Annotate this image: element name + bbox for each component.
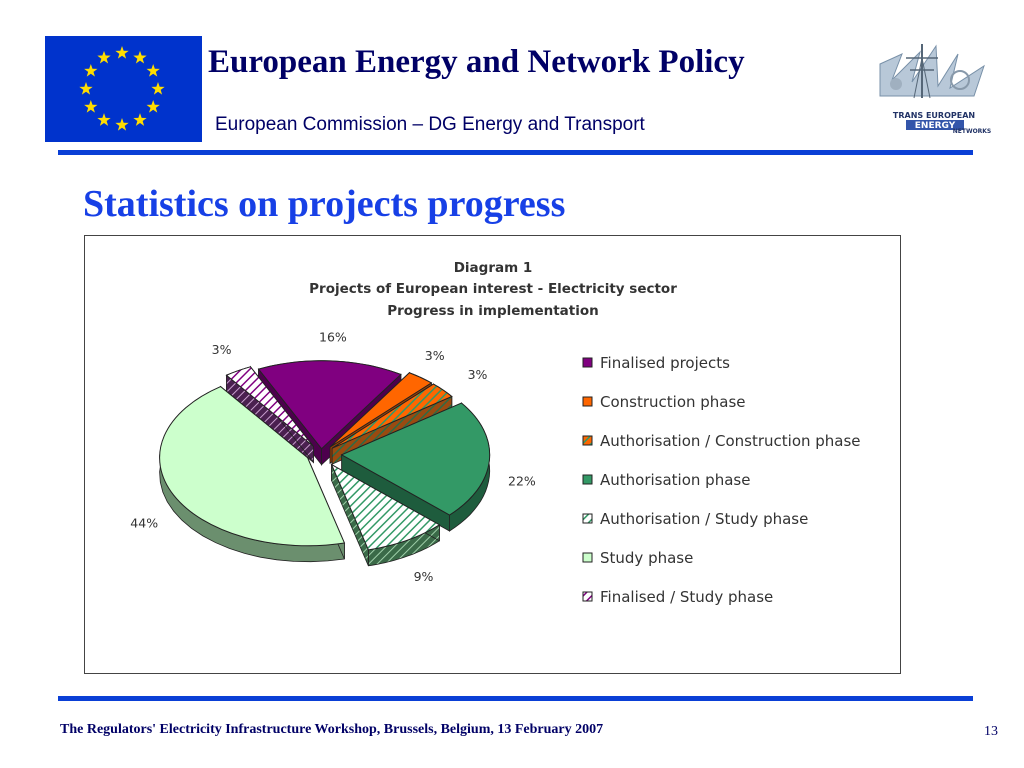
pie-slice	[340, 402, 491, 516]
legend-label: Study phase	[600, 549, 693, 567]
logo-text-line1: TRANS EUROPEAN	[893, 111, 975, 120]
chart-title-line-2: Projects of European interest - Electric…	[309, 281, 677, 297]
eu-star-icon	[151, 82, 165, 95]
eu-star-icon	[97, 113, 111, 126]
header-divider	[58, 150, 973, 155]
pie-slice	[330, 463, 441, 551]
footer-divider	[58, 696, 973, 701]
pie-slice	[329, 372, 433, 448]
eu-star-icon	[133, 113, 147, 126]
header-title: European Energy and Network Policy	[208, 44, 745, 80]
footer-text: The Regulators' Electricity Infrastructu…	[60, 722, 604, 737]
pie-slice	[331, 383, 453, 449]
legend-label: Authorisation phase	[600, 471, 750, 489]
eu-star-icon	[79, 82, 93, 95]
legend-swatch	[582, 435, 593, 446]
pie-slice	[257, 360, 402, 450]
eu-star-icon	[115, 118, 129, 131]
legend-label: Finalised projects	[600, 354, 730, 372]
pie-chart: Diagram 1 Projects of European interest …	[130, 260, 861, 606]
eu-stars-icon	[79, 46, 165, 131]
chart-title-line-3: Progress in implementation	[387, 303, 599, 319]
legend-swatch	[582, 396, 593, 407]
legend-swatch	[582, 591, 593, 602]
ten-energy-logo: TRANS EUROPEAN ENERGY NETWORKS	[879, 44, 992, 135]
eu-star-icon	[115, 46, 129, 59]
slice-data-label: 3%	[212, 342, 232, 357]
chart-title-line-1: Diagram 1	[454, 260, 533, 276]
legend-swatch	[582, 474, 593, 485]
pie-slice	[225, 366, 314, 447]
slice-data-label: 44%	[130, 516, 158, 531]
legend-label: Authorisation / Study phase	[600, 510, 808, 528]
legend-label: Construction phase	[600, 393, 746, 411]
legend-label: Finalised / Study phase	[600, 588, 773, 606]
eu-star-icon	[84, 100, 98, 113]
slice-data-label: 16%	[319, 330, 347, 345]
eu-star-icon	[133, 50, 147, 64]
slice-data-label: 3%	[425, 348, 445, 363]
eu-star-icon	[146, 100, 160, 113]
legend-label: Authorisation / Construction phase	[600, 432, 861, 450]
eu-flag-logo	[45, 36, 202, 142]
slide-title: Statistics on projects progress	[83, 183, 566, 225]
logo-text-line3: NETWORKS	[953, 128, 992, 135]
logo-text-line2: ENERGY	[915, 121, 956, 131]
pie-slice	[159, 385, 346, 547]
legend-swatch	[582, 357, 593, 368]
page-number: 13	[984, 724, 998, 739]
eu-star-icon	[84, 64, 98, 77]
legend-swatch	[582, 552, 593, 563]
slice-data-label: 9%	[414, 569, 434, 584]
legend-swatch	[582, 513, 593, 524]
chart-frame: Diagram 1 Projects of European interest …	[84, 235, 901, 674]
slice-data-label: 3%	[468, 367, 488, 382]
header-subtitle: European Commission – DG Energy and Tran…	[215, 114, 645, 135]
eu-star-icon	[97, 50, 111, 64]
slice-data-label: 22%	[508, 474, 536, 489]
eu-star-icon	[146, 64, 160, 77]
